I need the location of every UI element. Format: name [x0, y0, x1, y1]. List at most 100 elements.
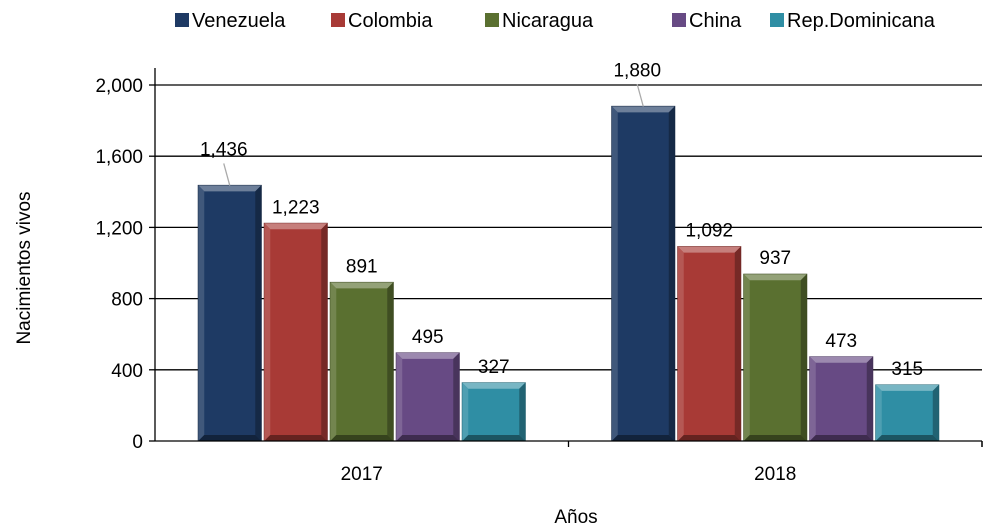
y-tick-label: 0 [132, 432, 143, 453]
legend-swatch [485, 13, 499, 27]
bar-bevel-bottom [677, 435, 741, 441]
legend-item: China [672, 10, 742, 32]
bar-bevel-left [809, 356, 816, 441]
bar-bevel-left [330, 282, 337, 441]
bar-bevel-left [677, 246, 684, 441]
bar-bevel-bottom [264, 435, 328, 441]
bar [677, 246, 742, 442]
bar [263, 222, 328, 442]
bar-bevel-bottom [396, 435, 460, 441]
legend-item: Venezuela [175, 10, 286, 32]
y-tick-label: 800 [111, 290, 143, 311]
bar [395, 352, 460, 442]
bar-bevel-right [519, 382, 526, 441]
legend-item: Nicaragua [485, 10, 594, 32]
bar-bevel-right [321, 223, 328, 441]
bar [197, 184, 262, 442]
x-tick-label: 2018 [754, 464, 796, 485]
tick-labels: 0 400 800 1,200 1,600 2,000 2017 2018 [95, 76, 796, 485]
bar-bevel-right [387, 282, 394, 441]
bar-bevel-top [875, 384, 939, 391]
bar-bevel-right [932, 384, 939, 441]
bar-body [395, 352, 460, 442]
bar-bevel-top [462, 382, 526, 389]
bar-bevel-right [453, 352, 460, 441]
bar-bevel-bottom [611, 435, 675, 441]
legend-label: Colombia [348, 10, 433, 32]
data-label: 1,436 [200, 139, 248, 160]
y-tick-label: 1,600 [95, 147, 143, 168]
data-label: 891 [346, 256, 378, 277]
bar-bevel-left [743, 274, 750, 441]
data-labels: 1,436 1,223 891 495 327 1,880 1,092 937 473 315 [200, 60, 923, 380]
bar [461, 382, 526, 442]
data-label: 495 [412, 327, 444, 348]
legend-label: Nicaragua [502, 10, 594, 32]
bar [329, 281, 394, 442]
data-label: 473 [825, 331, 857, 352]
legend-swatch [770, 13, 784, 27]
legend-label: China [689, 10, 742, 32]
bars [197, 105, 940, 442]
bar-bevel-left [198, 185, 205, 441]
bar-bevel-top [677, 246, 741, 253]
legend-label: Venezuela [192, 10, 286, 32]
data-label: 1,223 [272, 197, 320, 218]
bar [809, 356, 874, 442]
legend: Venezuela Colombia Nicaragua China Rep.Domin… [175, 10, 936, 32]
data-label-leader [223, 163, 231, 186]
legend-swatch [672, 13, 686, 27]
bar-bevel-bottom [809, 435, 873, 441]
bar-bevel-left [462, 382, 469, 441]
bar-bevel-left [875, 384, 882, 441]
bar-bevel-top [264, 223, 328, 230]
bar [611, 105, 676, 442]
data-label: 1,880 [613, 60, 661, 81]
bar-bevel-right [866, 356, 873, 441]
legend-swatch [175, 13, 189, 27]
data-label: 327 [478, 357, 510, 378]
bar-bevel-top [611, 106, 675, 113]
legend-item: Rep.Dominicana [770, 10, 936, 32]
data-label: 315 [891, 359, 923, 380]
bar-body [263, 222, 328, 442]
bar-bevel-top [396, 352, 460, 359]
bar-body [329, 281, 394, 442]
bar-bevel-top [330, 282, 394, 289]
y-tick-label: 400 [111, 361, 143, 382]
data-label: 1,092 [685, 221, 733, 242]
legend-item: Colombia [331, 10, 433, 32]
bar-bevel-bottom [875, 435, 939, 441]
bar-bevel-left [264, 223, 271, 441]
bar-bevel-bottom [330, 435, 394, 441]
bar [743, 273, 808, 442]
data-label: 937 [759, 248, 791, 269]
bar-body [461, 382, 526, 442]
bar-bevel-left [611, 106, 618, 442]
bar-body [611, 105, 676, 442]
y-tick-label: 1,200 [95, 218, 143, 239]
bar-body [809, 356, 874, 442]
bar-bevel-bottom [743, 435, 807, 441]
bar-bevel-right [255, 185, 262, 441]
bar-bevel-left [396, 352, 403, 441]
bar-bevel-right [668, 106, 675, 442]
bar-bevel-bottom [198, 435, 262, 441]
bar-bevel-top [743, 274, 807, 281]
bar-bevel-right [734, 246, 741, 441]
bar-body [875, 384, 940, 442]
bar-body [197, 184, 262, 442]
bar [875, 384, 940, 442]
legend-swatch [331, 13, 345, 27]
bar-bevel-bottom [462, 435, 526, 441]
legend-label: Rep.Dominicana [787, 10, 936, 32]
data-label-leader [636, 84, 644, 107]
y-tick-label: 2,000 [95, 76, 143, 97]
y-axis-label: Nacimientos vivos [14, 191, 35, 344]
bar-body [743, 273, 808, 442]
x-axis-label: Años [554, 507, 597, 528]
bar-bevel-top [809, 356, 873, 363]
bar-body [677, 246, 742, 442]
axes [154, 68, 983, 447]
